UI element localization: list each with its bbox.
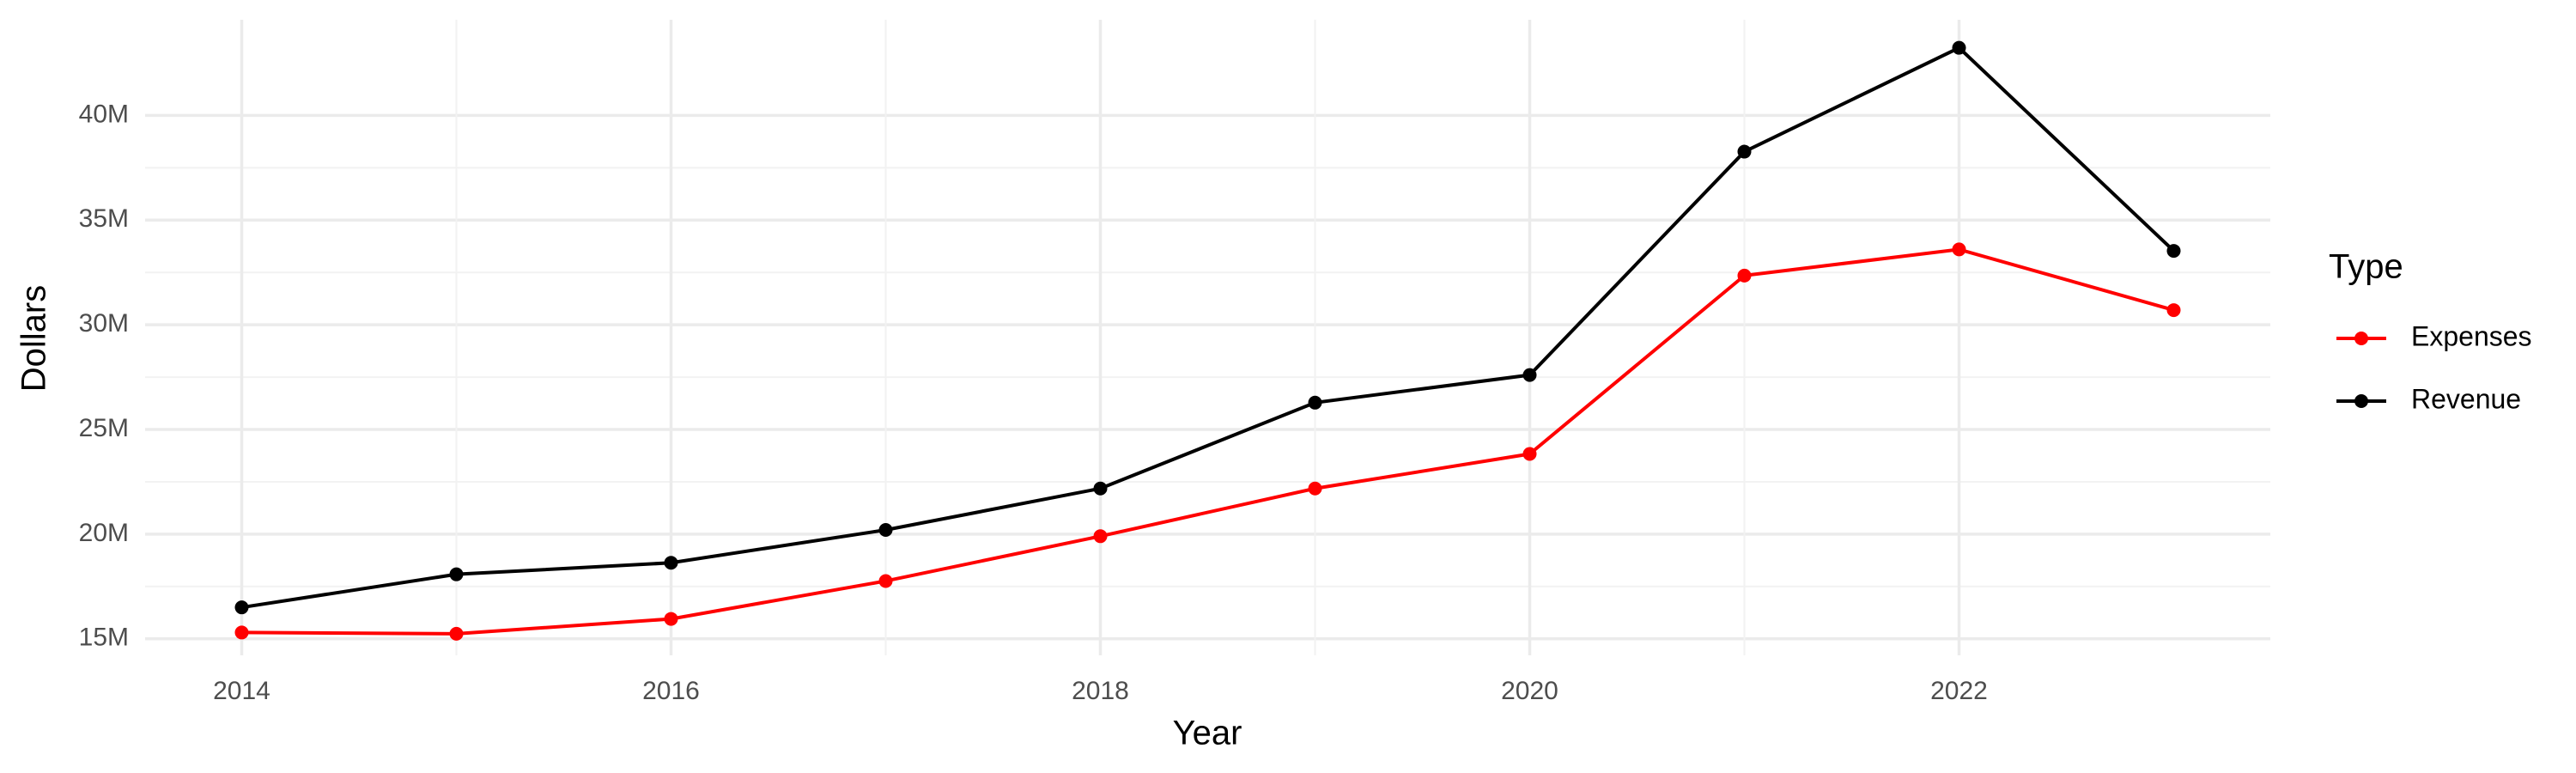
y-tick-label: 15M: [79, 624, 129, 652]
legend-swatch-point: [2354, 332, 2368, 345]
data-point: [1308, 481, 1322, 496]
series-line: [241, 247, 2175, 636]
series-line: [241, 46, 2175, 610]
data-point: [449, 567, 464, 581]
x-axis-title: Year: [1173, 715, 1242, 752]
legend-label: Expenses: [2411, 320, 2532, 351]
data-point: [1952, 40, 1966, 55]
data-point: [449, 626, 464, 641]
data-point: [234, 600, 249, 615]
x-tick-label: 2022: [1930, 677, 1988, 705]
legend-swatch-point: [2354, 394, 2368, 408]
data-point: [1952, 242, 1966, 257]
data-point: [2166, 244, 2181, 259]
data-point: [1737, 144, 1752, 159]
marks: [234, 40, 2181, 641]
grid: [145, 20, 2270, 655]
x-tick-label: 2018: [1072, 677, 1129, 705]
data-point: [234, 625, 249, 640]
data-point: [664, 612, 678, 626]
legend-label: Revenue: [2411, 383, 2521, 414]
data-point: [2166, 303, 2181, 318]
data-point: [878, 574, 893, 588]
x-tick-label: 2016: [642, 677, 700, 705]
x-tick-label: 2020: [1501, 677, 1558, 705]
data-point: [1737, 268, 1752, 283]
data-point: [1308, 395, 1322, 410]
data-point: [878, 522, 893, 537]
data-point: [1093, 481, 1108, 496]
y-axis-title: Dollars: [15, 285, 53, 392]
y-tick-label: 30M: [79, 309, 129, 338]
data-point: [1522, 368, 1537, 382]
y-tick-label: 40M: [79, 100, 129, 128]
data-point: [664, 556, 678, 570]
y-tick-label: 20M: [79, 519, 129, 547]
legend-title: Type: [2329, 248, 2403, 286]
data-point: [1522, 447, 1537, 461]
x-tick-label: 2014: [213, 677, 270, 705]
data-point: [1093, 529, 1108, 544]
y-tick-label: 35M: [79, 204, 129, 233]
y-tick-label: 25M: [79, 414, 129, 442]
